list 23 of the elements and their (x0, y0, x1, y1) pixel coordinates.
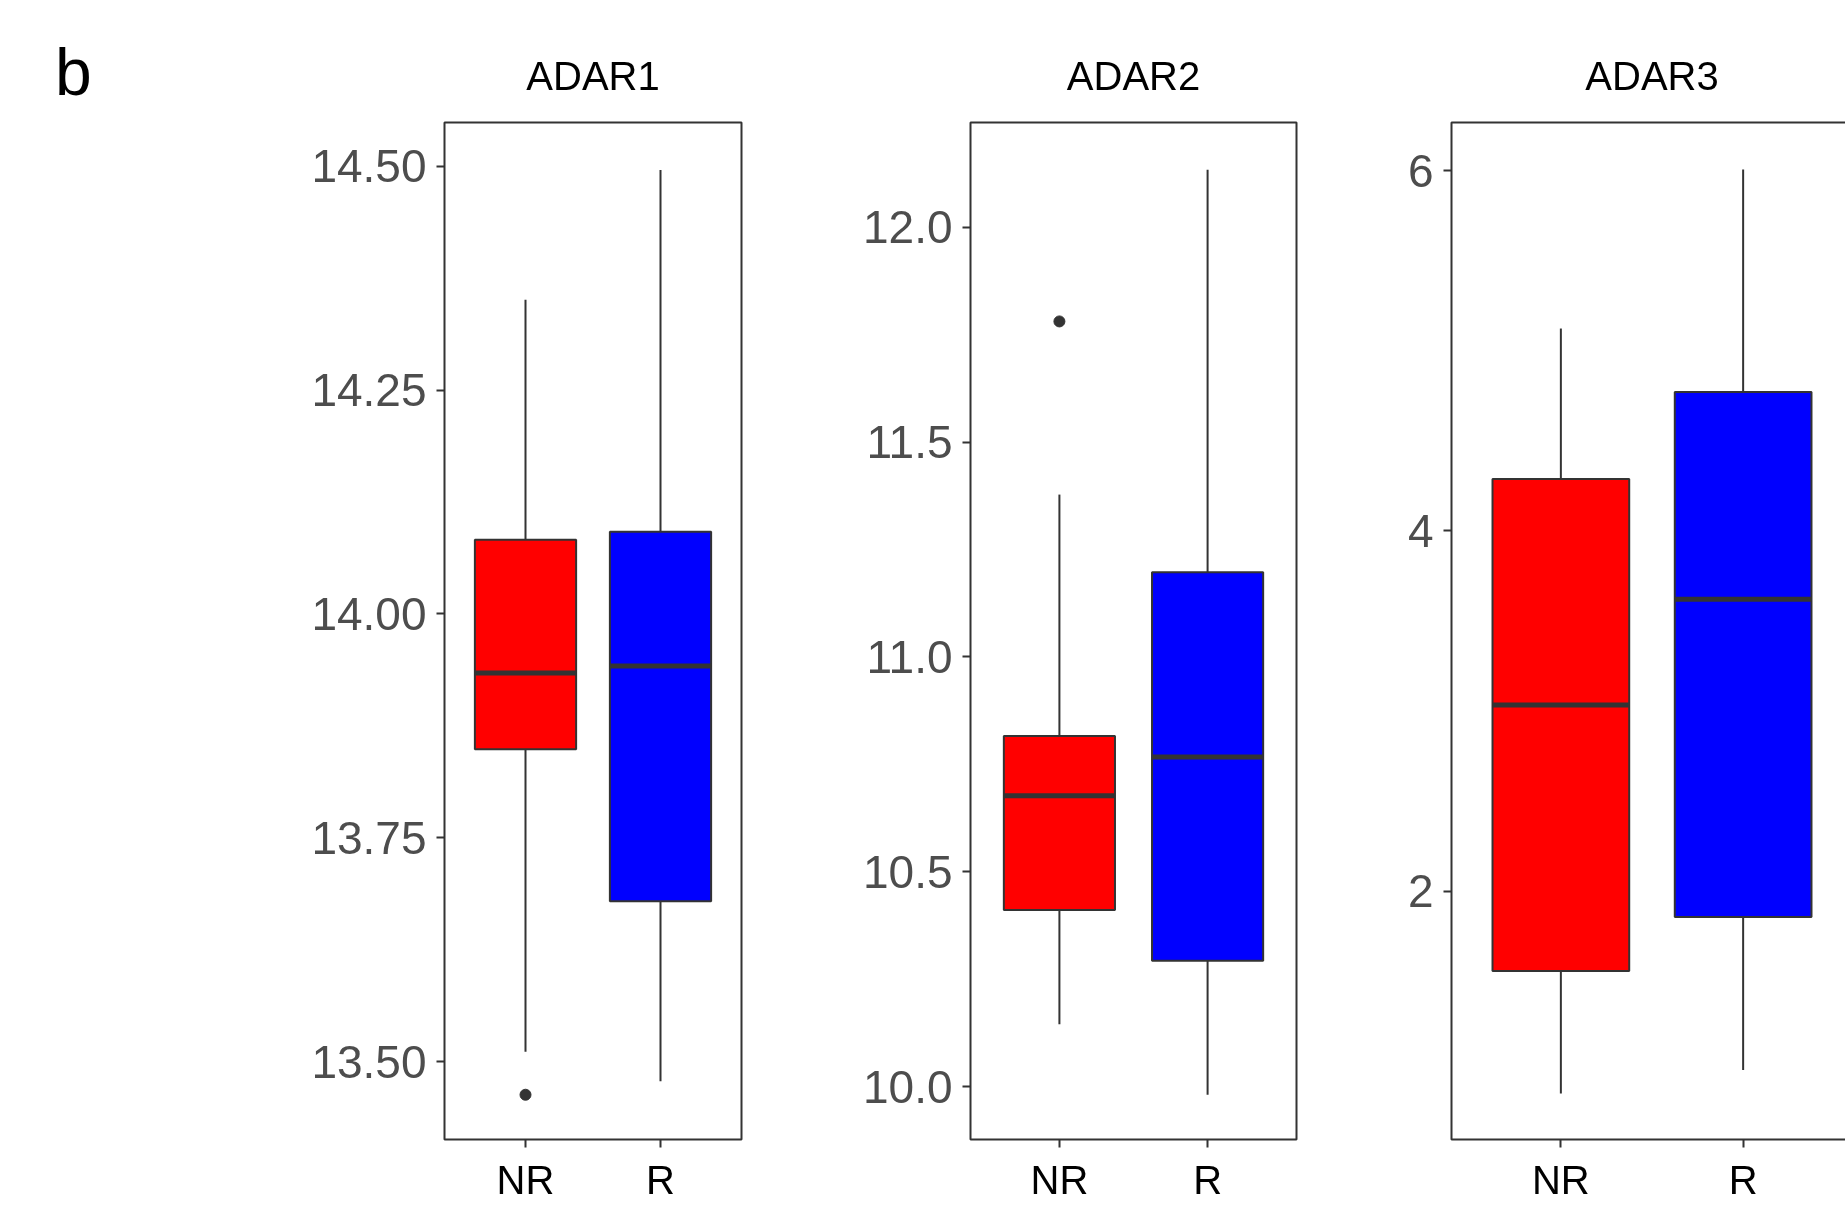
chart-title: ADAR3 (1585, 53, 1719, 98)
x-tick-label: R (646, 1157, 675, 1202)
x-tick-label: R (1728, 1157, 1758, 1202)
y-tick-label: 13.50 (311, 1035, 427, 1088)
y-tick-label: 2 (1407, 865, 1434, 918)
y-tick-label: 6 (1407, 144, 1434, 197)
x-tick-label: NR (496, 1157, 555, 1202)
x-tick-label: NR (1531, 1157, 1590, 1202)
x-tick-label: NR (1030, 1157, 1089, 1202)
y-tick-label: 10.0 (862, 1060, 953, 1113)
y-tick-label: 14.25 (311, 364, 427, 417)
y-tick-label: 11.5 (866, 416, 953, 469)
y-tick-label: 4 (1407, 504, 1434, 557)
chart-title: ADAR1 (526, 53, 660, 98)
y-tick-label: 11.0 (866, 630, 953, 683)
text: b (55, 34, 92, 111)
y-tick-label: 14.50 (311, 140, 427, 193)
chart-title: ADAR2 (1066, 53, 1201, 98)
y-tick-label: 14.00 (311, 587, 427, 640)
y-tick-label: 13.75 (311, 811, 427, 864)
x-tick-label: R (1193, 1157, 1223, 1202)
y-tick-label: 12.0 (862, 201, 953, 254)
y-tick-label: 10.5 (862, 845, 953, 898)
